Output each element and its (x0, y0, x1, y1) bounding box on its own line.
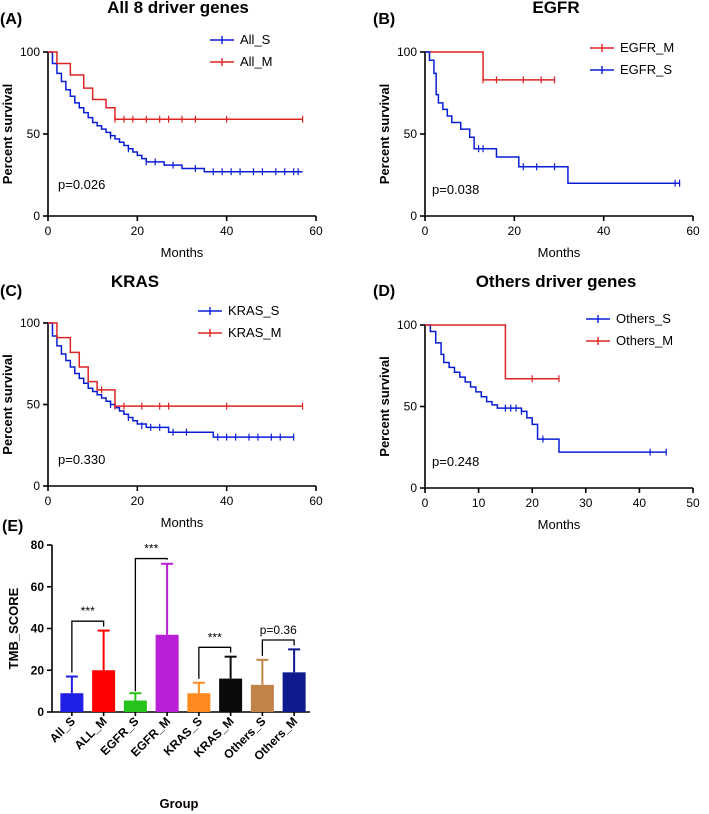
x-tick-label: 0 (45, 224, 52, 238)
x-tick-label: 50 (686, 496, 700, 510)
survival-curve-egfr-s (425, 51, 680, 184)
bar-others-m (282, 672, 306, 712)
y-axis-label: Percent survival (377, 356, 392, 456)
survival-curve-all-m (48, 51, 303, 120)
x-axis-label: Months (538, 245, 581, 260)
legend-entry: KRAS_S (228, 303, 280, 318)
x-tick-label: 60 (686, 224, 700, 238)
panel-label: (C) (0, 283, 22, 300)
chart-title: Others driver genes (476, 272, 637, 291)
y-axis-label: Percent survival (377, 84, 392, 184)
km-panel-all-driver-genes: (A) All 8 driver genes 0 20 40 60 0 50 100 Months… (0, 0, 323, 260)
y-tick-label: 40 (31, 622, 45, 636)
x-tick-label: 20 (508, 224, 522, 238)
km-panel-others-driver-genes: (D) Others driver genes 0 10 20 30 40 50 0 50 100 M… (373, 272, 700, 532)
y-axis-label: Percent survival (0, 84, 15, 184)
x-tick-label: 40 (220, 224, 234, 238)
x-tick-label: 0 (45, 494, 52, 508)
x-tick-label: 10 (472, 496, 486, 510)
survival-curve-kras-m (48, 322, 303, 407)
y-tick-label: 0 (33, 479, 40, 493)
y-tick-label: 0 (33, 209, 40, 223)
legend-entry: All_M (240, 54, 273, 69)
bar-kras-s (187, 693, 211, 712)
x-tick-label: 30 (579, 496, 593, 510)
bar-egfr-m (155, 634, 179, 712)
significance-label: *** (208, 630, 222, 644)
x-tick-label: 40 (597, 224, 611, 238)
p-value-label: p=0.038 (432, 182, 479, 197)
y-tick-label: 80 (31, 538, 45, 552)
x-tick-label: 20 (526, 496, 540, 510)
x-tick-label: 60 (309, 494, 323, 508)
x-axis-label: Months (161, 245, 204, 260)
panel-label: (B) (373, 11, 395, 28)
y-tick-label: 50 (27, 398, 41, 412)
y-tick-label: 50 (404, 127, 418, 141)
y-tick-label: 50 (27, 127, 41, 141)
x-axis-label: Months (538, 517, 581, 532)
x-axis-label: Group (160, 796, 199, 811)
y-tick-label: 100 (397, 45, 417, 59)
p-value-label: p=0.026 (58, 177, 105, 192)
x-tick-label: 0 (422, 224, 429, 238)
legend-entry: KRAS_M (228, 325, 281, 340)
x-tick-label: 20 (131, 224, 145, 238)
survival-curve-egfr-m (425, 51, 555, 81)
significance-label: *** (144, 542, 158, 556)
chart-title: EGFR (532, 0, 579, 17)
p-value-label: p=0.330 (58, 452, 105, 467)
panel-label: (D) (373, 283, 395, 300)
significance-label: p=0.36 (260, 623, 297, 637)
km-panel-egfr: (B) EGFR 0 20 40 60 0 50 100 Months Percent surviv… (373, 0, 700, 260)
km-panel-kras: (C) KRAS 0 20 40 60 0 50 100 Months Percent surviv… (0, 272, 323, 530)
legend-entry: EGFR_S (620, 62, 672, 77)
y-tick-label: 100 (20, 316, 40, 330)
y-tick-label: 0 (37, 705, 44, 719)
bar-kras-m (219, 678, 243, 712)
bar-all-m (92, 670, 116, 712)
y-axis-label: Percent survival (0, 354, 15, 454)
significance-bracket (134, 557, 168, 692)
survival-curve-others-m (425, 324, 559, 380)
bar-all-s (60, 693, 84, 712)
x-tick-label: 60 (309, 224, 323, 238)
x-tick-label: 20 (131, 494, 145, 508)
y-tick-label: 0 (410, 481, 417, 495)
significance-label: *** (81, 604, 95, 618)
y-tick-label: 100 (20, 45, 40, 59)
chart-title: KRAS (111, 272, 159, 291)
panel-label: (A) (0, 11, 22, 28)
legend-entry: EGFR_M (620, 40, 674, 55)
y-tick-label: 20 (31, 663, 45, 677)
x-tick-label: 40 (220, 494, 234, 508)
x-tick-label: 40 (633, 496, 647, 510)
legend-entry: All_S (240, 32, 271, 47)
x-tick-label: 0 (422, 496, 429, 510)
y-tick-label: 100 (397, 318, 417, 332)
chart-title: All 8 driver genes (107, 0, 249, 17)
survival-curve-all-s (48, 51, 303, 173)
y-tick-label: 60 (31, 580, 45, 594)
y-tick-label: 0 (410, 209, 417, 223)
significance-bracket (71, 620, 105, 673)
survival-curve-kras-s (48, 322, 294, 438)
survival-curve-others-s (425, 324, 667, 453)
significance-bracket (198, 646, 232, 679)
significance-bracket (261, 639, 295, 656)
panel-label: (E) (2, 518, 23, 535)
x-axis-label: Months (161, 515, 204, 530)
p-value-label: p=0.248 (432, 454, 479, 469)
bar-others-s (250, 684, 274, 712)
legend-entry: Others_S (616, 311, 671, 326)
y-axis-label: TMB_SCORE (6, 587, 21, 669)
bar-panel-tmb-score: (E)020406080TMB_SCOREGroupAll_SALL_MEGFR… (2, 518, 310, 811)
y-tick-label: 50 (404, 400, 418, 414)
legend-entry: Others_M (616, 333, 673, 348)
bar-egfr-s (123, 700, 147, 712)
